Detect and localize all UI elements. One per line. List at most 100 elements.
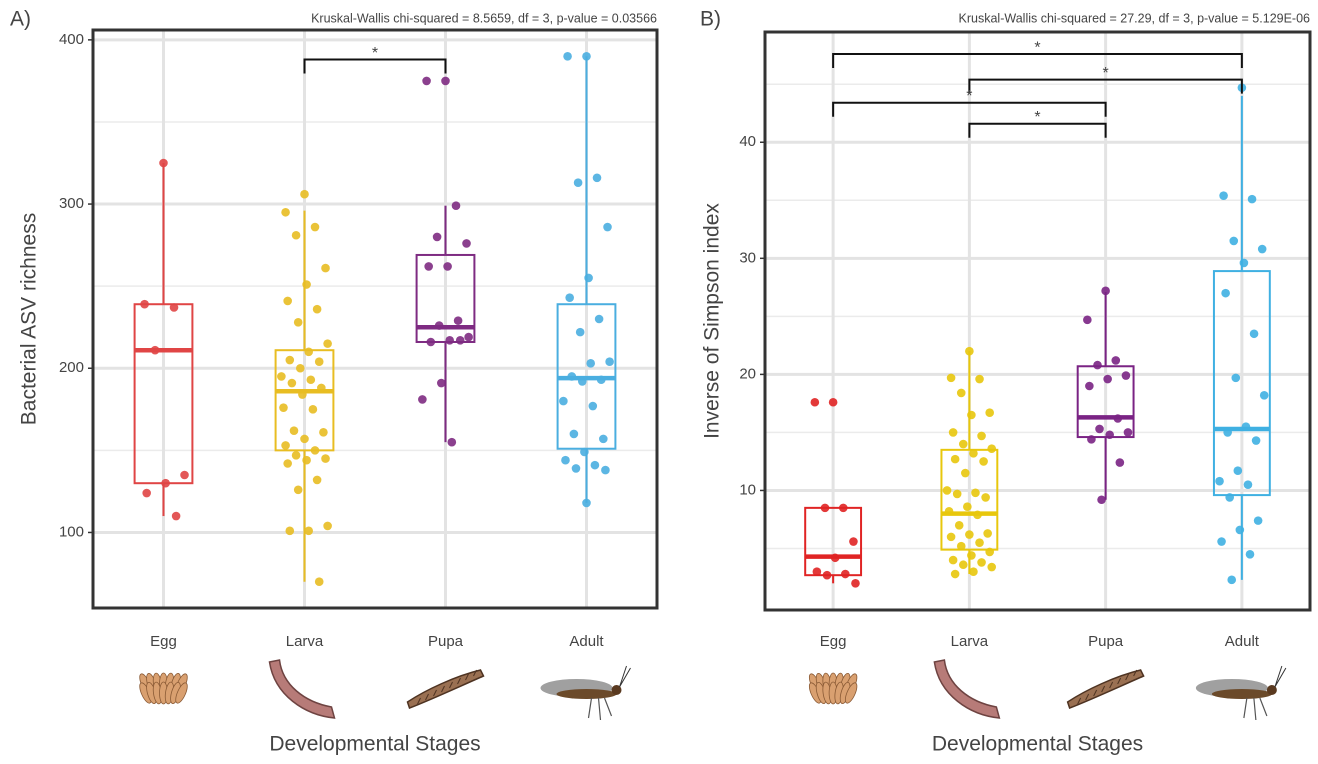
- data-point: [1250, 329, 1259, 338]
- data-point: [1258, 245, 1267, 254]
- data-point: [603, 223, 612, 232]
- data-point: [977, 432, 986, 441]
- data-point: [1116, 458, 1125, 467]
- fly-antenna: [1275, 666, 1286, 687]
- data-point: [985, 548, 994, 557]
- data-point: [605, 357, 614, 366]
- data-point: [277, 372, 286, 381]
- data-point: [445, 336, 454, 345]
- data-point: [578, 377, 587, 386]
- data-point: [951, 570, 960, 579]
- data-point: [957, 542, 966, 551]
- data-point: [1244, 480, 1253, 489]
- data-point: [452, 201, 461, 210]
- data-point: [1217, 537, 1226, 546]
- data-point: [1225, 493, 1234, 502]
- stage-icon: [408, 670, 484, 708]
- data-point: [140, 300, 149, 309]
- x-tick-label: Larva: [951, 633, 989, 650]
- y-tick-label: 100: [59, 523, 84, 540]
- data-point: [302, 456, 311, 465]
- data-point: [584, 274, 593, 283]
- data-point: [570, 430, 579, 439]
- data-point: [977, 558, 986, 567]
- data-point: [443, 262, 452, 271]
- data-point: [426, 338, 435, 347]
- data-point: [283, 297, 292, 306]
- fly-body: [1212, 689, 1272, 699]
- data-point: [963, 502, 972, 511]
- data-point: [441, 77, 450, 86]
- data-point: [823, 571, 832, 580]
- data-point: [422, 77, 431, 86]
- data-point: [1227, 576, 1236, 585]
- y-tick-label: 200: [59, 359, 84, 376]
- data-point: [294, 485, 303, 494]
- stage-icon: [1068, 670, 1144, 708]
- data-point: [302, 280, 311, 289]
- data-point: [1223, 428, 1232, 437]
- data-point: [279, 403, 288, 412]
- data-point: [296, 364, 305, 373]
- data-point: [321, 264, 330, 273]
- data-point: [170, 303, 179, 312]
- data-point: [315, 357, 324, 366]
- stage-icon: [1196, 666, 1286, 720]
- x-tick-label: Larva: [286, 633, 324, 650]
- data-point: [1219, 191, 1228, 200]
- data-point: [975, 375, 984, 384]
- data-point: [290, 426, 299, 435]
- data-point: [1240, 259, 1249, 268]
- data-point: [311, 446, 320, 455]
- data-point: [559, 397, 568, 406]
- data-point: [435, 321, 444, 330]
- data-point: [813, 567, 822, 576]
- stage-icon: [270, 660, 335, 718]
- data-point: [586, 359, 595, 368]
- data-point: [574, 178, 583, 187]
- x-tick-label: Adult: [569, 633, 604, 650]
- data-point: [943, 486, 952, 495]
- data-point: [1252, 436, 1261, 445]
- data-point: [987, 563, 996, 572]
- data-point: [851, 579, 860, 588]
- data-point: [313, 476, 322, 485]
- data-point: [1248, 195, 1257, 204]
- x-axis-title: Developmental Stages: [932, 733, 1143, 756]
- data-point: [969, 449, 978, 458]
- data-point: [142, 489, 151, 498]
- data-point: [315, 577, 324, 586]
- data-point: [1105, 430, 1114, 439]
- data-point: [448, 438, 457, 447]
- data-point: [949, 556, 958, 565]
- data-point: [151, 346, 160, 355]
- data-point: [456, 336, 465, 345]
- data-point: [572, 464, 581, 473]
- data-point: [304, 348, 313, 357]
- x-tick-label: Egg: [820, 633, 847, 650]
- data-point: [300, 435, 309, 444]
- data-point: [849, 537, 858, 546]
- significance-label: *: [1103, 65, 1109, 82]
- y-tick-label: 300: [59, 195, 84, 212]
- data-point: [1111, 356, 1120, 365]
- larva-shape: [270, 660, 335, 718]
- data-point: [288, 379, 297, 388]
- data-point: [454, 316, 463, 325]
- data-point: [462, 239, 471, 248]
- data-point: [593, 173, 602, 182]
- data-point: [180, 471, 189, 480]
- y-tick-label: 400: [59, 31, 84, 48]
- fly-body: [557, 689, 617, 699]
- significance-label: *: [1034, 109, 1040, 126]
- data-point: [321, 454, 330, 463]
- fly-legs: [1244, 698, 1267, 720]
- data-point: [561, 456, 570, 465]
- data-point: [599, 435, 608, 444]
- plot-frame: [93, 30, 657, 608]
- data-point: [567, 372, 576, 381]
- x-tick-label: Egg: [150, 633, 177, 650]
- data-point: [1103, 375, 1112, 384]
- data-point: [969, 567, 978, 576]
- data-point: [309, 405, 318, 414]
